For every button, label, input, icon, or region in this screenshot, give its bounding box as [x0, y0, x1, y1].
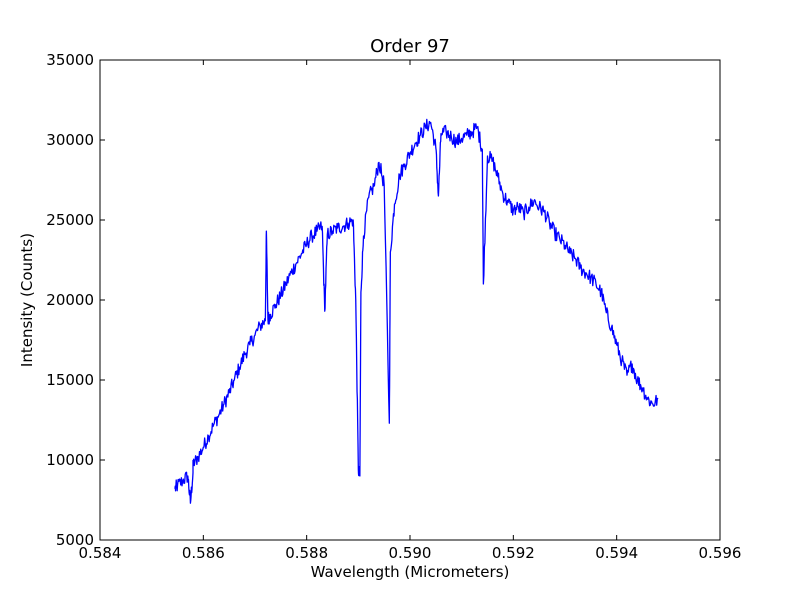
y-tick-label: 30000: [46, 131, 94, 149]
spectrum-line: [174, 118, 659, 504]
x-tick-label: 0.588: [285, 544, 328, 562]
chart-title: Order 97: [370, 36, 450, 57]
plot-frame: [99, 59, 721, 541]
y-axis-label: Intensity (Counts): [18, 233, 36, 367]
y-tick-label: 25000: [46, 211, 94, 229]
x-axis-label: Wavelength (Micrometers): [311, 563, 510, 581]
y-tick-label: 10000: [46, 451, 94, 469]
x-tick-label: 0.594: [595, 544, 638, 562]
x-tick-label: 0.592: [492, 544, 535, 562]
x-tick-label: 0.590: [389, 544, 432, 562]
y-tick-label: 15000: [46, 371, 94, 389]
y-tick-label: 20000: [46, 291, 94, 309]
x-tick-label: 0.586: [182, 544, 225, 562]
x-tick-label: 0.584: [79, 544, 122, 562]
x-tick-label: 0.596: [699, 544, 742, 562]
y-tick-label: 35000: [46, 51, 94, 69]
y-tick-label: 5000: [56, 531, 94, 549]
